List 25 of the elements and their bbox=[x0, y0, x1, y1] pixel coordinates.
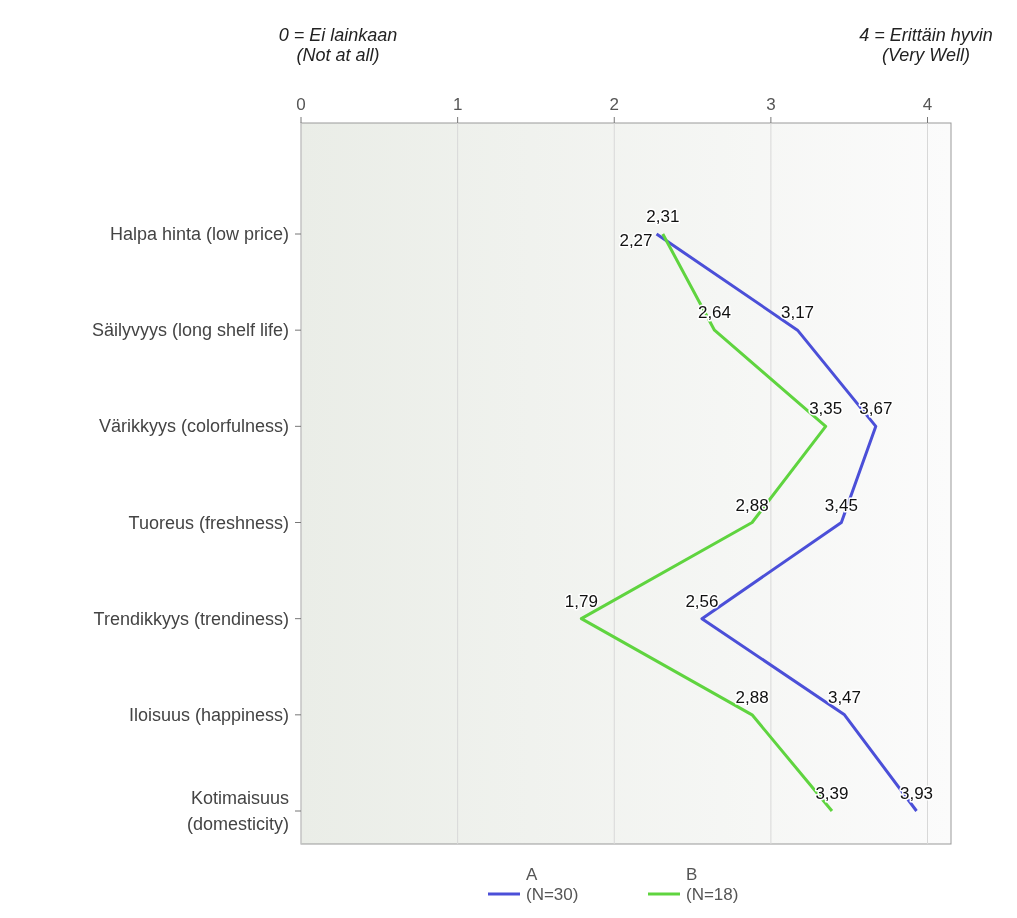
legend-label: A (N=30) bbox=[526, 865, 579, 904]
legend-label: B (N=18) bbox=[686, 865, 739, 904]
data-label: 2,88 bbox=[735, 687, 769, 707]
x-tick-label: 4 bbox=[922, 95, 933, 114]
data-label: 1,79 bbox=[564, 591, 598, 611]
x-tick-label: 0 bbox=[296, 95, 306, 114]
data-label: 3,17 bbox=[780, 303, 815, 323]
y-tick-label: Halpa hinta (low price) bbox=[109, 224, 289, 244]
data-label: 2,56 bbox=[685, 591, 719, 611]
data-label: 2,27 bbox=[619, 231, 653, 250]
y-tick-label: Säilyvyys (long shelf life) bbox=[91, 320, 289, 341]
y-tick-label: Iloisuus (happiness) bbox=[128, 704, 289, 725]
y-tick-label: Tuoreus (freshness) bbox=[128, 512, 289, 533]
x-tick-label: 2 bbox=[609, 95, 619, 114]
text: 4 = Erittäin hyvin (Very Well) bbox=[859, 25, 993, 65]
y-tick-label: Värikkyys (colorfulness) bbox=[98, 416, 289, 437]
data-label: 2,31 bbox=[646, 207, 680, 226]
data-label: 3,35 bbox=[809, 399, 843, 419]
x-tick-label: 3 bbox=[766, 95, 776, 114]
y-tick-label: Trendikkyys (trendiness) bbox=[93, 608, 289, 629]
data-label: 3,47 bbox=[827, 687, 862, 707]
y-tick-label: Kotimaisuus (domesticity) bbox=[186, 788, 289, 834]
data-label: 3,67 bbox=[859, 399, 893, 419]
x-tick-label: 1 bbox=[452, 95, 463, 114]
text: 0 = Ei lainkaan (Not at all) bbox=[278, 25, 398, 65]
